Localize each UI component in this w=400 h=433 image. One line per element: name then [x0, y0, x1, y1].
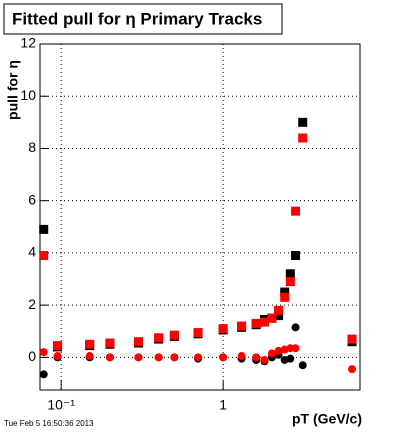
- marker: [298, 133, 308, 143]
- marker: [133, 337, 143, 347]
- marker: [259, 317, 269, 327]
- marker: [298, 361, 307, 370]
- marker: [85, 352, 94, 361]
- footer: Tue Feb 5 16:50:36 2013: [4, 419, 94, 428]
- marker: [280, 292, 290, 302]
- y-axis-label: pull for η: [5, 60, 21, 120]
- marker: [39, 348, 48, 357]
- marker: [237, 352, 246, 361]
- title-box: [3, 3, 283, 35]
- marker: [154, 353, 163, 362]
- marker: [291, 251, 301, 261]
- marker: [252, 353, 261, 362]
- y-tick-label: 10: [20, 87, 36, 103]
- marker: [169, 330, 179, 340]
- x-axis-label: pT (GeV/c): [292, 411, 362, 427]
- y-tick-label: 0: [28, 348, 36, 364]
- marker: [285, 269, 295, 279]
- marker: [85, 339, 95, 349]
- marker: [39, 251, 49, 261]
- y-tick-label: 6: [28, 191, 36, 207]
- marker: [260, 355, 269, 364]
- marker: [193, 328, 203, 338]
- marker: [134, 353, 143, 362]
- marker: [280, 287, 290, 297]
- marker: [347, 334, 357, 344]
- marker: [286, 354, 295, 363]
- marker: [39, 370, 48, 379]
- marker: [291, 344, 300, 353]
- marker: [267, 349, 276, 358]
- y-tick-label: 12: [20, 35, 36, 51]
- marker: [285, 277, 295, 287]
- marker: [251, 318, 261, 328]
- y-tick-label: 4: [28, 244, 36, 260]
- marker: [219, 353, 228, 362]
- marker: [218, 324, 228, 334]
- marker: [274, 311, 284, 321]
- marker: [298, 117, 308, 127]
- marker: [274, 346, 283, 355]
- marker: [348, 365, 357, 374]
- marker: [237, 321, 247, 331]
- marker: [105, 353, 114, 362]
- marker: [105, 338, 115, 348]
- y-tick-label: 2: [28, 296, 36, 312]
- marker: [170, 353, 179, 362]
- x-tick-label: 10⁻¹: [47, 397, 75, 413]
- marker: [154, 333, 164, 343]
- marker: [53, 341, 63, 351]
- marker: [291, 206, 301, 216]
- marker: [194, 353, 203, 362]
- chart-title: Fitted pull for η Primary Tracks: [12, 9, 262, 28]
- marker: [291, 323, 300, 332]
- marker: [274, 305, 284, 315]
- y-tick-label: 8: [28, 139, 36, 155]
- marker: [267, 313, 277, 323]
- marker: [53, 352, 62, 361]
- x-tick-label: 1: [219, 397, 227, 413]
- marker: [39, 224, 49, 234]
